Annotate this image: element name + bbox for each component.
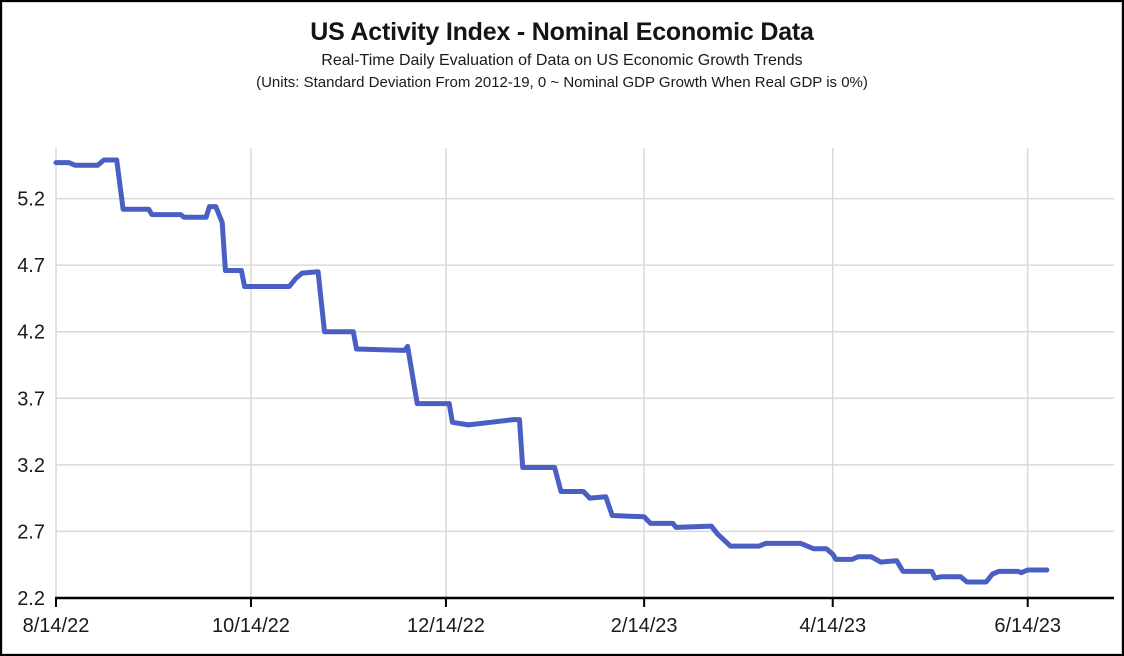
y-tick-label: 2.2 xyxy=(17,588,45,610)
y-tick-label: 4.7 xyxy=(17,255,45,277)
data-series xyxy=(53,157,1050,585)
y-tick-label: 5.2 xyxy=(17,189,45,211)
x-tick-label: 2/14/23 xyxy=(611,615,678,637)
x-tick-label: 10/14/22 xyxy=(212,615,290,637)
gridlines xyxy=(55,148,1114,598)
x-tick-label: 8/14/22 xyxy=(23,615,90,637)
y-tick-label: 3.2 xyxy=(17,455,45,477)
y-tick-labels: 5.2 4.7 4.2 3.7 3.2 2.7 2.2 xyxy=(17,189,45,610)
y-tick-label: 2.7 xyxy=(17,521,45,543)
x-tick-label: 6/14/23 xyxy=(994,615,1061,637)
series-line xyxy=(53,157,1050,585)
x-tick-labels: 8/14/22 10/14/22 12/14/22 2/14/23 4/14/23 6/1… xyxy=(23,615,1061,637)
x-axis xyxy=(55,596,1114,607)
y-tick-label: 4.2 xyxy=(17,322,45,344)
y-tick-label: 3.7 xyxy=(17,388,45,410)
x-tick-label: 12/14/22 xyxy=(407,615,485,637)
x-tick-label: 4/14/23 xyxy=(799,615,866,637)
